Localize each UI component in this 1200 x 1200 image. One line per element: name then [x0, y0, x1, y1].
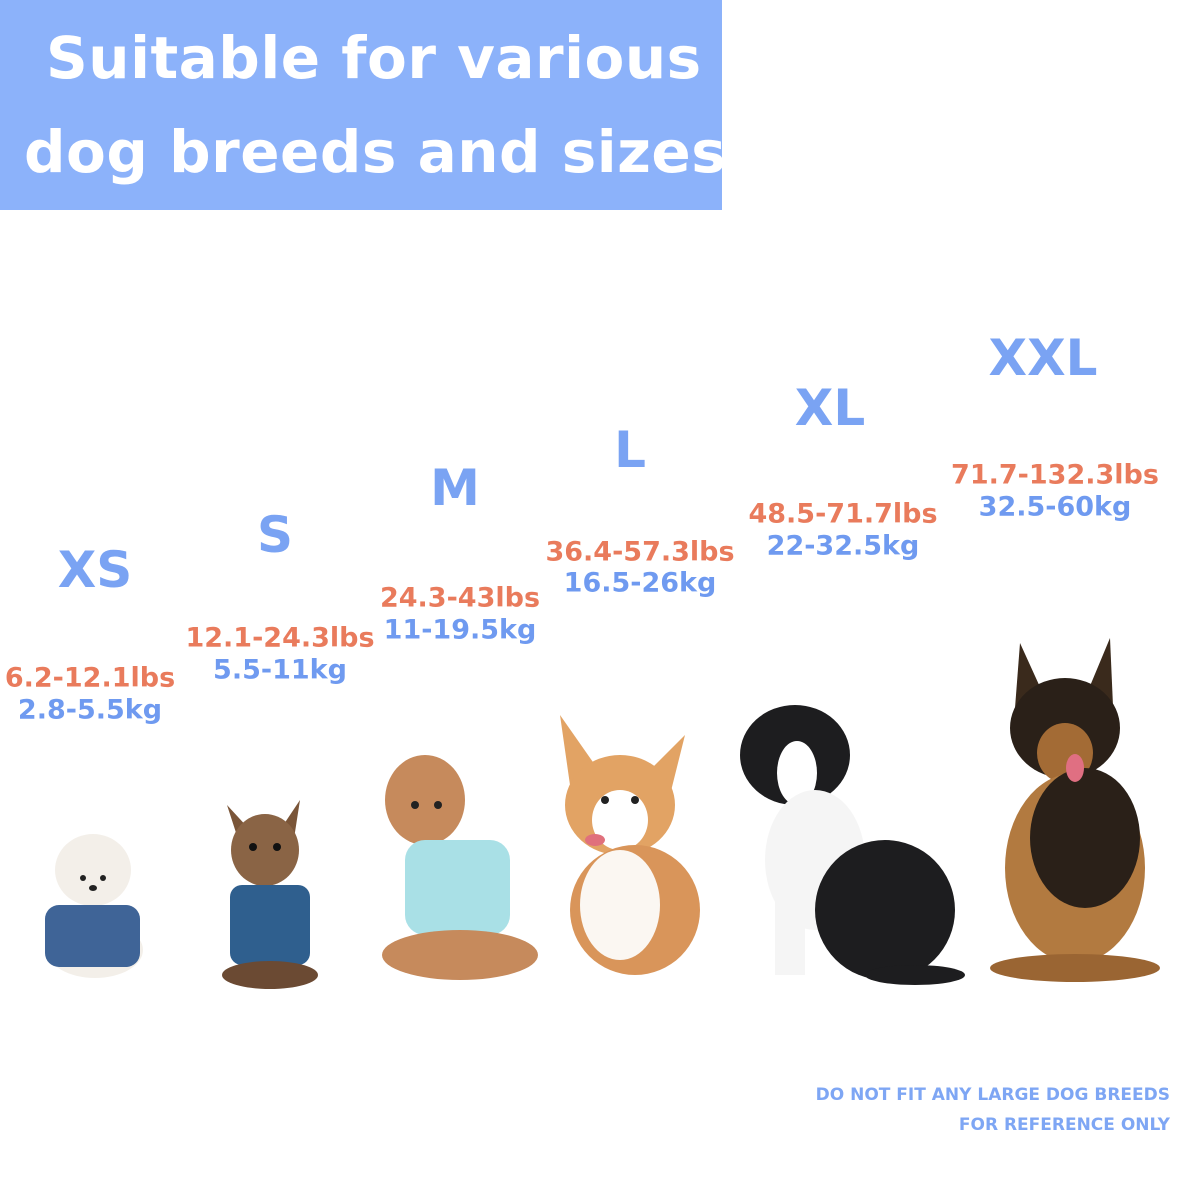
size-label-l: L — [614, 421, 646, 479]
weight-kg-l: 16.5-26kg — [563, 567, 717, 599]
weight-lbs-xs: 6.2-12.1lbs — [4, 662, 176, 694]
size-label-xl: XL — [794, 379, 866, 437]
weight-kg-s: 5.5-11kg — [213, 654, 347, 686]
disclaimer-line-2: FOR REFERENCE ONLY — [958, 1115, 1170, 1135]
yorkshire-terrier-image — [222, 800, 318, 989]
weight-lbs-s: 12.1-24.3lbs — [185, 622, 375, 654]
border-collie-image — [740, 705, 965, 985]
poodle-dog-image — [382, 755, 538, 980]
german-shepherd-image — [990, 638, 1160, 982]
weight-kg-m: 11-19.5kg — [383, 614, 537, 646]
weight-kg-xs: 2.8-5.5kg — [17, 694, 163, 726]
weight-kg-xxl: 32.5-60kg — [978, 491, 1132, 523]
weight-lbs-m: 24.3-43lbs — [379, 582, 541, 614]
title-banner: Suitable for various dog breeds and size… — [0, 0, 726, 210]
size-label-xxl: XXL — [988, 329, 1098, 387]
weight-kg-xl: 22-32.5kg — [766, 530, 920, 562]
size-label-xs: XS — [57, 541, 133, 599]
corgi-dog-image — [560, 715, 700, 975]
banner-title-line-1: Suitable for various — [46, 24, 702, 92]
weight-lbs-xxl: 71.7-132.3lbs — [951, 459, 1159, 491]
weight-lbs-l: 36.4-57.3lbs — [545, 536, 735, 568]
banner-title-line-2: dog breeds and sizes — [24, 118, 727, 186]
weight-lbs-xl: 48.5-71.7lbs — [748, 498, 938, 530]
size-label-s: S — [256, 506, 294, 564]
disclaimer-line-1: DO NOT FIT ANY LARGE DOG BREEDS — [815, 1085, 1170, 1105]
bichon-dog-image — [45, 834, 143, 978]
size-label-m: M — [430, 459, 480, 517]
